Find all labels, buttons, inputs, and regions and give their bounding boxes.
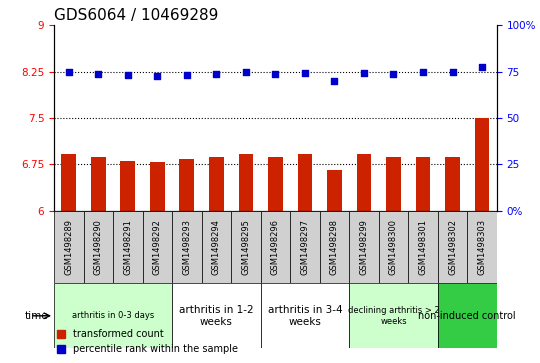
- Bar: [150, 162, 165, 211]
- Text: GSM1498298: GSM1498298: [330, 219, 339, 275]
- Text: GSM1498299: GSM1498299: [360, 219, 368, 275]
- Text: arthritis in 0-3 days: arthritis in 0-3 days: [72, 311, 154, 320]
- Text: GSM1498292: GSM1498292: [153, 219, 162, 275]
- Point: [360, 70, 368, 76]
- Bar: [172, 283, 261, 348]
- Bar: [475, 118, 489, 211]
- Bar: [408, 211, 438, 283]
- Bar: [467, 211, 497, 283]
- Text: GDS6064 / 10469289: GDS6064 / 10469289: [54, 8, 218, 23]
- Point: [153, 73, 161, 79]
- Bar: [438, 211, 467, 283]
- Bar: [201, 211, 231, 283]
- Bar: [209, 158, 224, 211]
- Text: GSM1498296: GSM1498296: [271, 219, 280, 275]
- Bar: [62, 154, 76, 211]
- Bar: [298, 154, 312, 211]
- Text: GSM1498295: GSM1498295: [241, 219, 251, 275]
- Text: GSM1498289: GSM1498289: [64, 219, 73, 275]
- Bar: [239, 154, 253, 211]
- Bar: [327, 170, 342, 211]
- Point: [389, 71, 398, 77]
- Bar: [172, 211, 201, 283]
- Bar: [416, 157, 430, 211]
- Point: [183, 72, 191, 78]
- Point: [271, 71, 280, 77]
- Point: [64, 69, 73, 75]
- Point: [212, 71, 221, 77]
- Bar: [54, 211, 84, 283]
- Bar: [349, 283, 438, 348]
- Text: GSM1498290: GSM1498290: [94, 219, 103, 275]
- Text: arthritis in 1-2
weeks: arthritis in 1-2 weeks: [179, 305, 254, 327]
- Point: [241, 69, 250, 75]
- Bar: [54, 283, 172, 348]
- Text: declining arthritis > 2
weeks: declining arthritis > 2 weeks: [348, 306, 440, 326]
- Text: non-induced control: non-induced control: [418, 311, 516, 321]
- Bar: [84, 211, 113, 283]
- Point: [478, 64, 487, 70]
- Point: [418, 69, 427, 75]
- Bar: [120, 161, 135, 211]
- Point: [124, 72, 132, 78]
- Bar: [349, 211, 379, 283]
- Bar: [438, 283, 497, 348]
- Point: [448, 69, 457, 75]
- Bar: [386, 157, 401, 211]
- Bar: [179, 159, 194, 211]
- Text: GSM1498293: GSM1498293: [183, 219, 191, 275]
- Bar: [261, 211, 290, 283]
- Text: GSM1498301: GSM1498301: [418, 219, 428, 275]
- Bar: [261, 283, 349, 348]
- Text: GSM1498300: GSM1498300: [389, 219, 398, 275]
- Point: [94, 71, 103, 77]
- Bar: [231, 211, 261, 283]
- Bar: [113, 211, 143, 283]
- Point: [301, 70, 309, 76]
- Bar: [320, 211, 349, 283]
- Bar: [356, 154, 372, 211]
- Bar: [91, 157, 106, 211]
- Legend: transformed count, percentile rank within the sample: transformed count, percentile rank withi…: [53, 326, 242, 358]
- Bar: [143, 211, 172, 283]
- Text: GSM1498302: GSM1498302: [448, 219, 457, 275]
- Bar: [290, 211, 320, 283]
- Bar: [379, 211, 408, 283]
- Bar: [268, 158, 283, 211]
- Text: time: time: [25, 311, 49, 321]
- Text: GSM1498297: GSM1498297: [300, 219, 309, 275]
- Point: [330, 78, 339, 84]
- Text: GSM1498291: GSM1498291: [123, 219, 132, 275]
- Text: arthritis in 3-4
weeks: arthritis in 3-4 weeks: [268, 305, 342, 327]
- Text: GSM1498294: GSM1498294: [212, 219, 221, 275]
- Text: GSM1498303: GSM1498303: [477, 219, 487, 275]
- Bar: [445, 157, 460, 211]
